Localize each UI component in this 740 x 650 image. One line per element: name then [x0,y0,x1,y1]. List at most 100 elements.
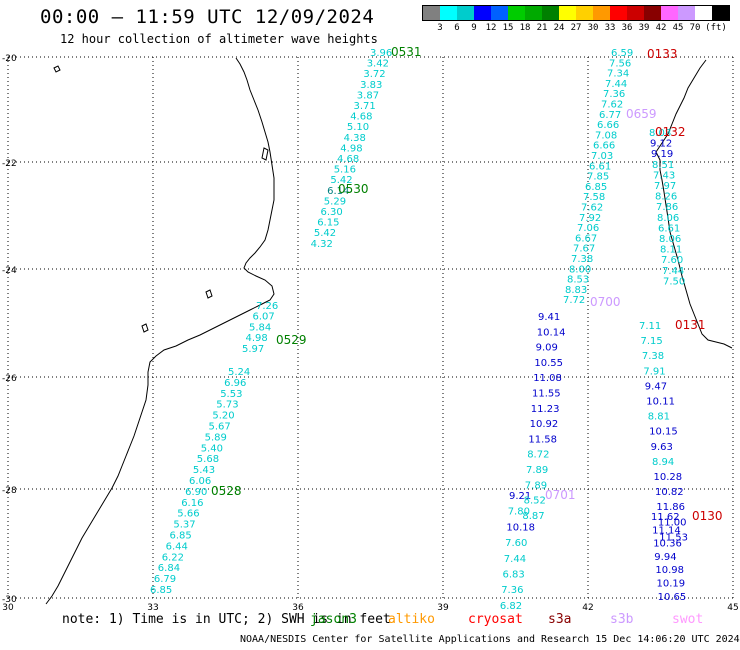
color-scale-cell [542,6,559,20]
wave-height-value: 8.72 [527,450,549,461]
color-scale-cell [678,6,695,20]
color-scale-legend: 3 6 9 12 15 18 21 24 27 30 33 36 39 42 45 70 (ft) [422,5,730,35]
wave-height-value: 6.22 [162,552,184,563]
color-scale-label: 24 [553,23,565,33]
wave-height-value: 7.11 [639,321,661,332]
color-scale-cell [610,6,627,20]
altimeter-map: 3.963.423.723.833.873.714.685.104.384.98… [2,45,739,610]
wave-height-value: 6.85 [170,531,192,542]
wave-height-value: 3.42 [367,59,389,70]
wave-height-value: 9.19 [651,149,673,160]
wave-height-value: 7.08 [595,130,617,141]
island-outline [141,323,149,333]
x-tick-label: 36 [292,603,304,610]
color-scale-cell [559,6,576,20]
color-scale-cell [508,6,525,20]
wave-height-value: 7.67 [573,244,595,255]
color-scale-label: 30 [587,23,599,33]
footnote: note: 1) Time is in UTC; 2) SWH is in fe… [62,612,391,627]
wave-height-value: 3.83 [360,80,382,91]
wave-height-value: 11.62 [651,512,680,523]
wave-height-value: 8.06 [657,213,679,224]
wave-height-value: 8.11 [660,245,682,256]
wave-height-value: 4.68 [337,154,359,165]
color-scale-label: 15 [502,23,514,33]
color-scale-cell [491,6,508,20]
wave-height-value: 9.94 [654,552,676,563]
x-tick-label: 33 [147,603,158,610]
x-tick-label: 42 [582,603,593,610]
wave-height-value: 9.12 [650,139,672,150]
pass-time-label: 0659 [626,107,657,121]
pass-time-label: 0133 [647,47,678,61]
y-tick-label: -24 [2,266,17,276]
wave-height-value: 11.14 [652,525,681,536]
wave-height-value: 3.72 [363,69,385,80]
wave-height-value: 3.87 [357,90,379,101]
wave-height-value: 11.00 [658,517,687,528]
pass-time-label: 0701 [545,488,576,502]
wave-height-value: 5.42 [330,175,352,186]
wave-height-value: 9.41 [538,312,560,323]
altimeter-tracks: 3.963.423.723.833.873.714.685.104.384.98… [150,45,723,610]
wave-height-value: 10.98 [655,565,684,576]
wave-height-value: 8.81 [648,412,670,423]
wave-height-value: 6.90 [185,487,207,498]
color-scale-cell [644,6,661,20]
wave-height-value: 5.29 [324,196,346,207]
wave-height-value: 10.82 [655,487,684,498]
wave-height-value: 6.30 [321,207,343,218]
wave-height-value: 7.89 [525,480,547,491]
wave-height-value: 10.11 [646,397,675,408]
wave-height-value: 6.96 [224,378,246,389]
wave-height-value: 11.58 [528,434,557,445]
wave-height-value: 10.28 [654,472,683,483]
wave-height-value: 6.83 [503,570,525,581]
wave-height-value: 6.84 [158,563,180,574]
color-scale-label: 9 [471,23,477,33]
wave-height-value: 4.32 [311,239,333,250]
wave-height-value: 7.56 [609,58,631,69]
satellite-legend-item: s3b [610,612,634,627]
wave-height-value: 6.67 [575,233,597,244]
wave-height-value: 10.92 [530,419,559,430]
wave-height-value: 6.77 [599,110,621,121]
wave-height-value: 4.98 [340,143,362,154]
madagascar-coastline [655,59,733,349]
wave-height-value: 5.10 [347,122,369,133]
africa-coastline [45,57,275,605]
wave-height-value: 5.37 [173,520,195,531]
y-tick-label: -22 [2,159,17,169]
pass-time-label: 0132 [655,125,686,139]
satellite-legend-item: swot [672,612,704,627]
wave-height-value: 11.53 [659,532,688,543]
wave-height-value: 7.15 [641,336,663,347]
wave-height-value: 5.68 [197,454,219,465]
pass-time-label: 0531 [391,45,422,59]
wave-height-value: 7.89 [526,465,548,476]
wave-height-value: 10.55 [534,358,563,369]
wave-height-value: 9.09 [536,343,558,354]
wave-height-value: 5.53 [220,389,242,400]
wave-height-value: 8.53 [567,275,589,286]
x-tick-label: 39 [437,603,449,610]
wave-height-value: 8.83 [565,285,587,296]
wave-height-value: 8.00 [569,264,591,275]
color-scale-cell [712,6,729,20]
y-tick-label: -20 [2,54,17,64]
wave-height-value: 9.63 [651,442,673,453]
wave-height-value: 11.55 [532,389,561,400]
wave-height-value: 6.66 [593,141,615,152]
wave-height-value: 5.84 [249,322,271,333]
wave-height-value: 7.50 [663,276,685,287]
color-scale-label: 27 [570,23,582,33]
wave-height-value: 3.96 [370,48,392,59]
color-scale-cell [695,6,712,20]
wave-height-value: 5.42 [314,228,336,239]
color-scale-label: 42 [655,23,667,33]
wave-height-value: 4.68 [350,112,372,123]
map-subtitle: 12 hour collection of altimeter wave hei… [60,32,378,46]
color-scale-label: 3 [437,23,443,33]
wave-height-value: 7.03 [591,151,613,162]
color-scale-label: 39 [638,23,650,33]
